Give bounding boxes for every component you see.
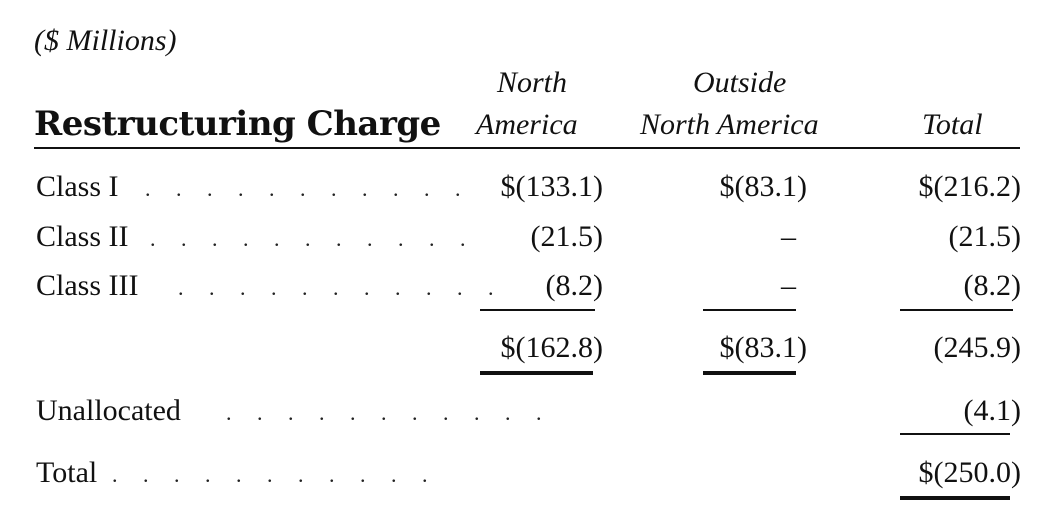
leader-dots: . . . . . . . . . . . — [145, 176, 471, 201]
units-label: ($ Millions) — [34, 24, 177, 57]
cell-class-ii-total: (21.5) — [948, 220, 1021, 253]
row-label-class-iii: Class III — [36, 269, 139, 302]
row-label-class-ii: Class II — [36, 220, 129, 253]
cell-class-iii-outside-north-america: – — [781, 269, 796, 302]
unallocated-rule-total — [900, 433, 1010, 435]
cell-class-i-total: $(216.2) — [918, 170, 1021, 203]
row-label-total: Total — [36, 456, 98, 489]
subtotal-double-rule-north-america — [480, 371, 593, 375]
cell-unallocated-total: (4.1) — [963, 394, 1021, 427]
cell-subtotal-north-america: $(162.8) — [500, 331, 603, 364]
column-header-outside-north-america-line1: Outside — [693, 66, 787, 99]
cell-subtotal-total: (245.9) — [933, 331, 1021, 364]
column-header-outside-north-america-line2: North America — [640, 108, 819, 141]
row-label-class-i: Class I — [36, 170, 119, 203]
cell-class-ii-north-america: (21.5) — [530, 220, 603, 253]
cell-subtotal-outside-north-america: $(83.1) — [719, 331, 807, 364]
subtotal-rule-total — [900, 309, 1013, 311]
header-rule — [34, 147, 1020, 149]
leader-dots: . . . . . . . . . . . — [150, 226, 476, 251]
cell-class-iii-total: (8.2) — [963, 269, 1021, 302]
grand-total-double-rule — [900, 496, 1010, 500]
leader-dots: . . . . . . . . . . . — [178, 275, 504, 300]
cell-class-i-outside-north-america: $(83.1) — [719, 170, 807, 203]
cell-grand-total: $(250.0) — [918, 456, 1021, 489]
row-label-unallocated: Unallocated — [36, 394, 181, 427]
subtotal-double-rule-outside-north-america — [703, 371, 796, 375]
column-header-north-america-line2: America — [476, 108, 578, 141]
subtotal-rule-outside-north-america — [703, 309, 796, 311]
subtotal-rule-north-america — [480, 309, 595, 311]
column-header-total: Total — [922, 108, 983, 141]
column-header-north-america-line1: North — [497, 66, 568, 99]
cell-class-i-north-america: $(133.1) — [500, 170, 603, 203]
leader-dots: . . . . . . . . . . . — [112, 462, 438, 487]
cell-class-ii-outside-north-america: – — [781, 220, 796, 253]
leader-dots: . . . . . . . . . . . — [226, 400, 552, 425]
cell-class-iii-north-america: (8.2) — [545, 269, 603, 302]
table-title: Restructuring Charge — [34, 104, 441, 144]
